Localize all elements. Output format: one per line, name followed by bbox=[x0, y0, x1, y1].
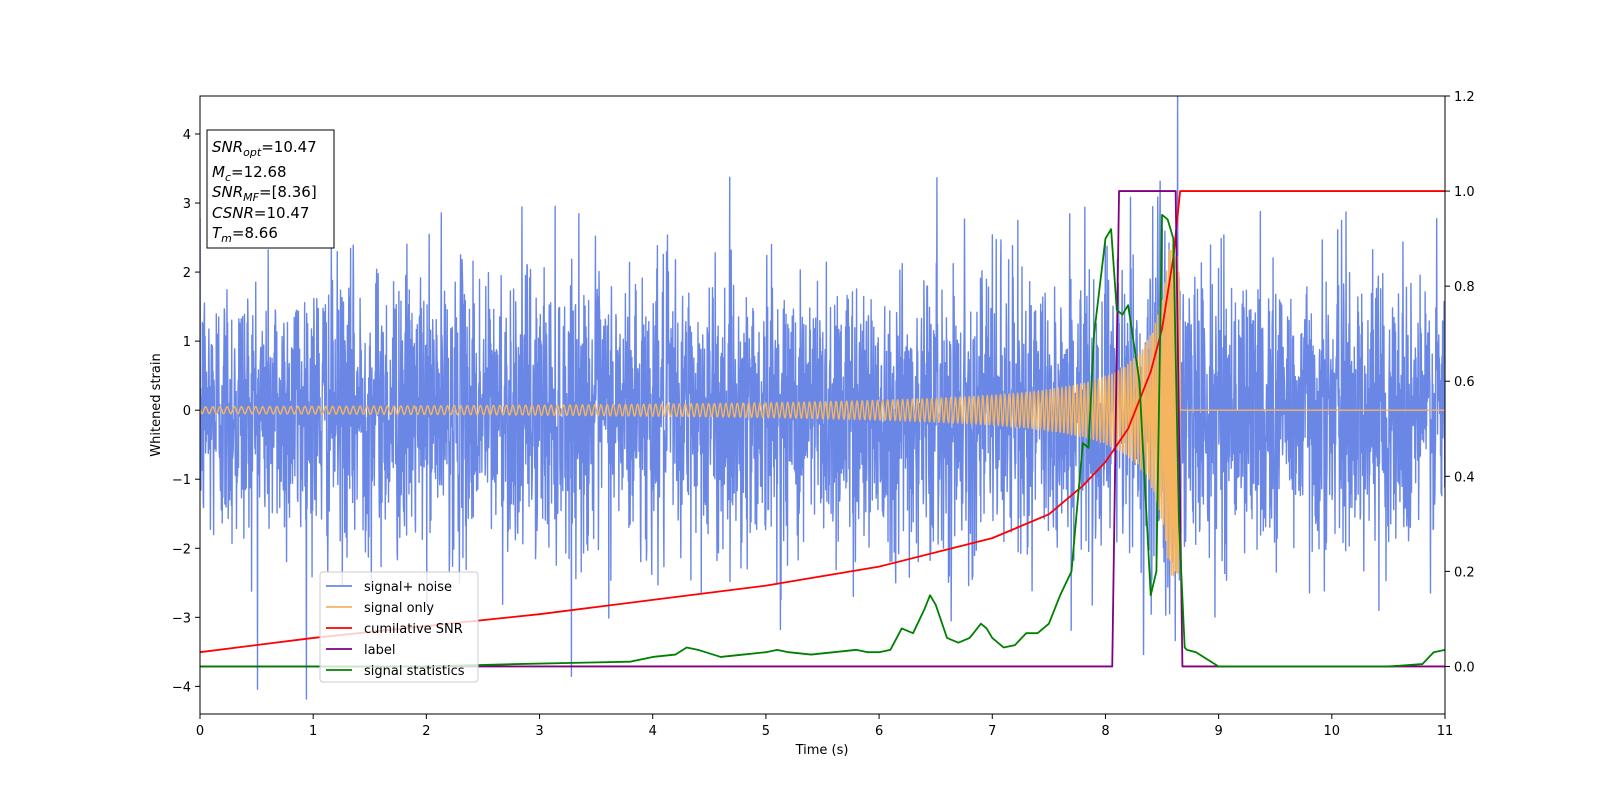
y-axis-label: Whitened strain bbox=[149, 353, 164, 456]
x-tick-label: 11 bbox=[1437, 724, 1454, 739]
x-tick-label: 1 bbox=[309, 724, 317, 739]
x-tick-label: 2 bbox=[422, 724, 430, 739]
series-layer bbox=[200, 96, 1445, 700]
annotation-line: Tm=8.66 bbox=[212, 224, 278, 245]
y-tick-label: −4 bbox=[172, 680, 191, 695]
y2-tick-label: 1.2 bbox=[1454, 90, 1475, 105]
x-axis: 0 1 2 3 4 5 6 7 8 9 10 11 bbox=[196, 714, 1453, 739]
y2-tick-label: 0.0 bbox=[1454, 660, 1475, 675]
annotation-line: Mc=12.68 bbox=[212, 163, 287, 184]
x-tick-label: 3 bbox=[535, 724, 543, 739]
annotation-line: SNRopt=10.47 bbox=[212, 138, 317, 159]
y2-tick-label: 0.8 bbox=[1454, 280, 1475, 295]
y-tick-label: −3 bbox=[172, 611, 191, 626]
plot-frame bbox=[199, 95, 1446, 715]
y2-tick-label: 1.0 bbox=[1454, 185, 1475, 200]
annotation-line: SNRMF=[8.36] bbox=[212, 183, 317, 204]
y-tick-label: 2 bbox=[183, 266, 191, 281]
legend-label: cumilative SNR bbox=[364, 622, 463, 637]
x-axis-label: Time (s) bbox=[795, 743, 849, 758]
annotation-frame bbox=[206, 129, 335, 249]
y-tick-label: −2 bbox=[172, 542, 191, 557]
y-tick-label: 3 bbox=[183, 197, 191, 212]
x-tick-label: 0 bbox=[196, 724, 204, 739]
x-tick-label: 5 bbox=[762, 724, 770, 739]
series-line-signal-noise bbox=[200, 96, 1445, 700]
x-tick-label: 7 bbox=[988, 724, 996, 739]
y-tick-label: 1 bbox=[183, 335, 191, 350]
legend-frame bbox=[319, 571, 479, 683]
series-line-signal-statistics bbox=[200, 213, 1445, 668]
x-tick-label: 10 bbox=[1324, 724, 1341, 739]
y2-tick-label: 0.4 bbox=[1454, 470, 1475, 485]
legend-label: signal+ noise bbox=[364, 580, 452, 595]
y2-tick-label: 0.6 bbox=[1454, 375, 1475, 390]
y-axis-left: −4 −3 −2 −1 0 1 2 3 4 bbox=[172, 128, 200, 695]
snr-annotation-box: SNRopt=10.47 Mc=12.68SNRMF=[8.36]CSNR=10.… bbox=[206, 129, 335, 249]
annotation-line: CSNR=10.47 bbox=[212, 204, 309, 222]
y-tick-label: 4 bbox=[183, 128, 191, 143]
x-tick-label: 4 bbox=[649, 724, 657, 739]
y-tick-label: 0 bbox=[183, 404, 191, 419]
y-axis-right: 0.0 0.2 0.4 0.6 0.8 1.0 1.2 bbox=[1445, 90, 1475, 675]
y2-tick-label: 0.2 bbox=[1454, 565, 1475, 580]
series-line-cumilative-snr bbox=[200, 190, 1445, 654]
legend-label: label bbox=[364, 643, 395, 658]
legend: signal+ noise signal only cumilative SNR la… bbox=[319, 571, 479, 683]
x-tick-label: 9 bbox=[1214, 724, 1222, 739]
series-line-signal-only bbox=[200, 243, 1445, 577]
x-tick-label: 6 bbox=[875, 724, 883, 739]
legend-label: signal only bbox=[364, 601, 434, 616]
legend-label: signal statistics bbox=[364, 664, 465, 679]
y-tick-label: −1 bbox=[172, 473, 191, 488]
x-tick-label: 8 bbox=[1101, 724, 1109, 739]
